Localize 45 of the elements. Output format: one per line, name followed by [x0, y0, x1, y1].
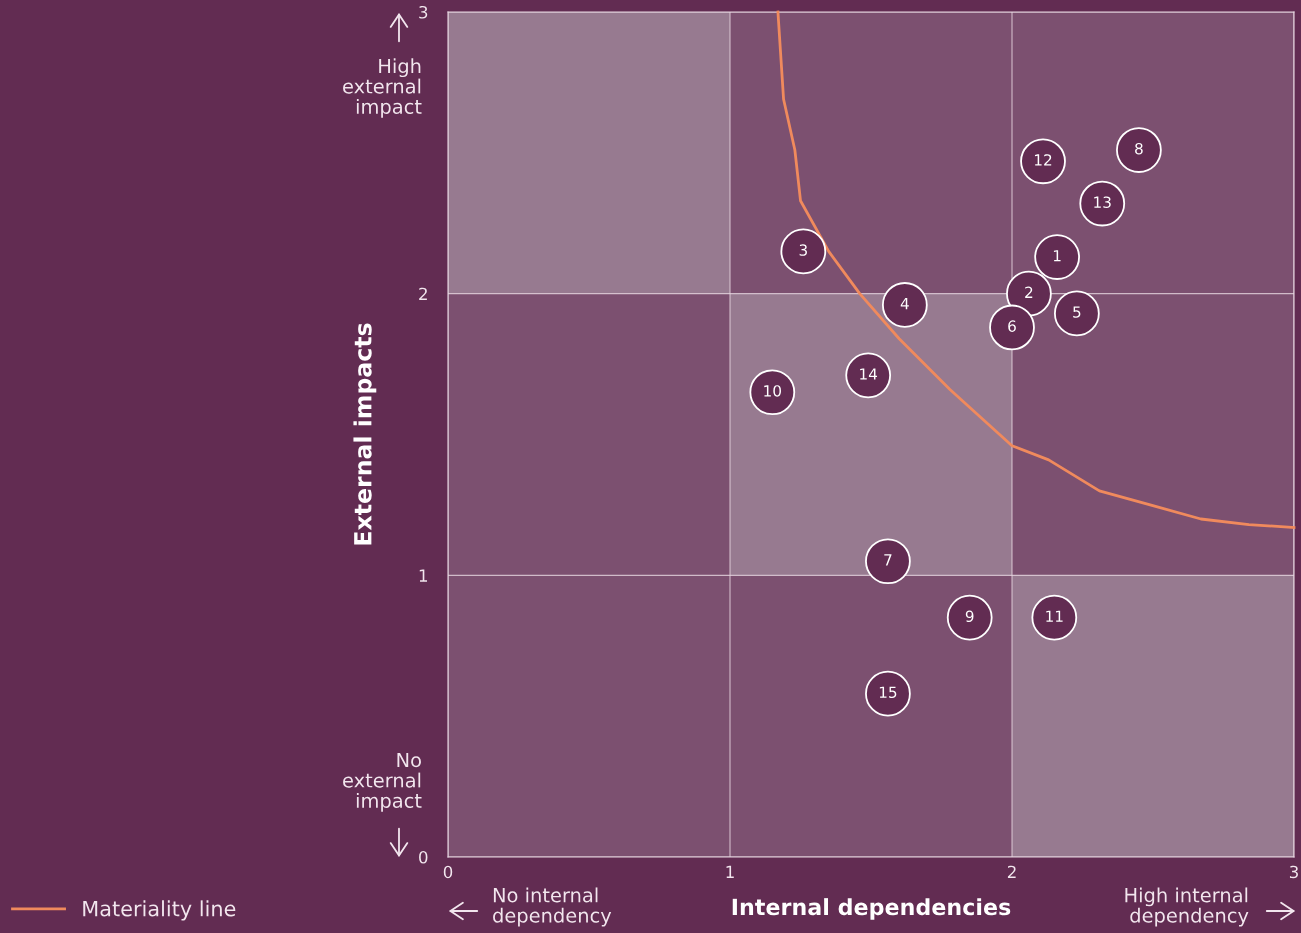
- annotation: 3: [799, 244, 807, 256]
- point: [865, 670, 911, 717]
- point: [989, 304, 1035, 351]
- x-tick-label: 1: [726, 865, 734, 878]
- annotation: 2: [1025, 286, 1033, 298]
- annotation: 10: [764, 385, 782, 397]
- y-tick-label: 3: [419, 5, 428, 19]
- annotation: 7: [884, 554, 892, 566]
- y-tick-label: 0: [419, 850, 428, 864]
- annotation: 8: [1135, 142, 1143, 155]
- x-axis-title: Internal dependencies: [732, 898, 1011, 920]
- text: No internal dependency: [493, 887, 612, 927]
- text: No external impact: [343, 752, 422, 812]
- point: [1034, 234, 1080, 280]
- point: [1020, 138, 1066, 185]
- point: [780, 228, 827, 275]
- y-tick-label: 2: [419, 287, 427, 300]
- point: [946, 594, 993, 641]
- point: [1053, 290, 1100, 337]
- annotation: 15: [879, 686, 897, 699]
- annotation: 5: [1073, 306, 1081, 318]
- text: High external impact: [343, 58, 422, 118]
- x-tick-label: 0: [443, 865, 453, 879]
- annotation: 4: [900, 298, 909, 310]
- annotation: 13: [1094, 196, 1111, 208]
- point: [1031, 594, 1078, 641]
- legend-label: Materiality line: [83, 900, 236, 921]
- text: High internal dependency: [1125, 887, 1249, 927]
- annotation: 14: [860, 368, 878, 380]
- y-axis-title: External impacts: [353, 323, 377, 545]
- point: [865, 538, 911, 585]
- point: [749, 369, 796, 416]
- annotation: 12: [1034, 154, 1052, 166]
- annotation: 9: [965, 610, 974, 623]
- point: [1079, 180, 1126, 227]
- y-tick-label: 1: [419, 569, 428, 582]
- annotation: 6: [1008, 320, 1016, 332]
- annotation: 1: [1053, 250, 1061, 262]
- point: [1116, 127, 1162, 173]
- point: [845, 352, 892, 399]
- x-tick-label: 3: [1289, 865, 1298, 879]
- x-tick-label: 2: [1007, 865, 1016, 878]
- point: [881, 282, 928, 328]
- point: [1006, 270, 1052, 317]
- annotation: 11: [1046, 610, 1063, 622]
